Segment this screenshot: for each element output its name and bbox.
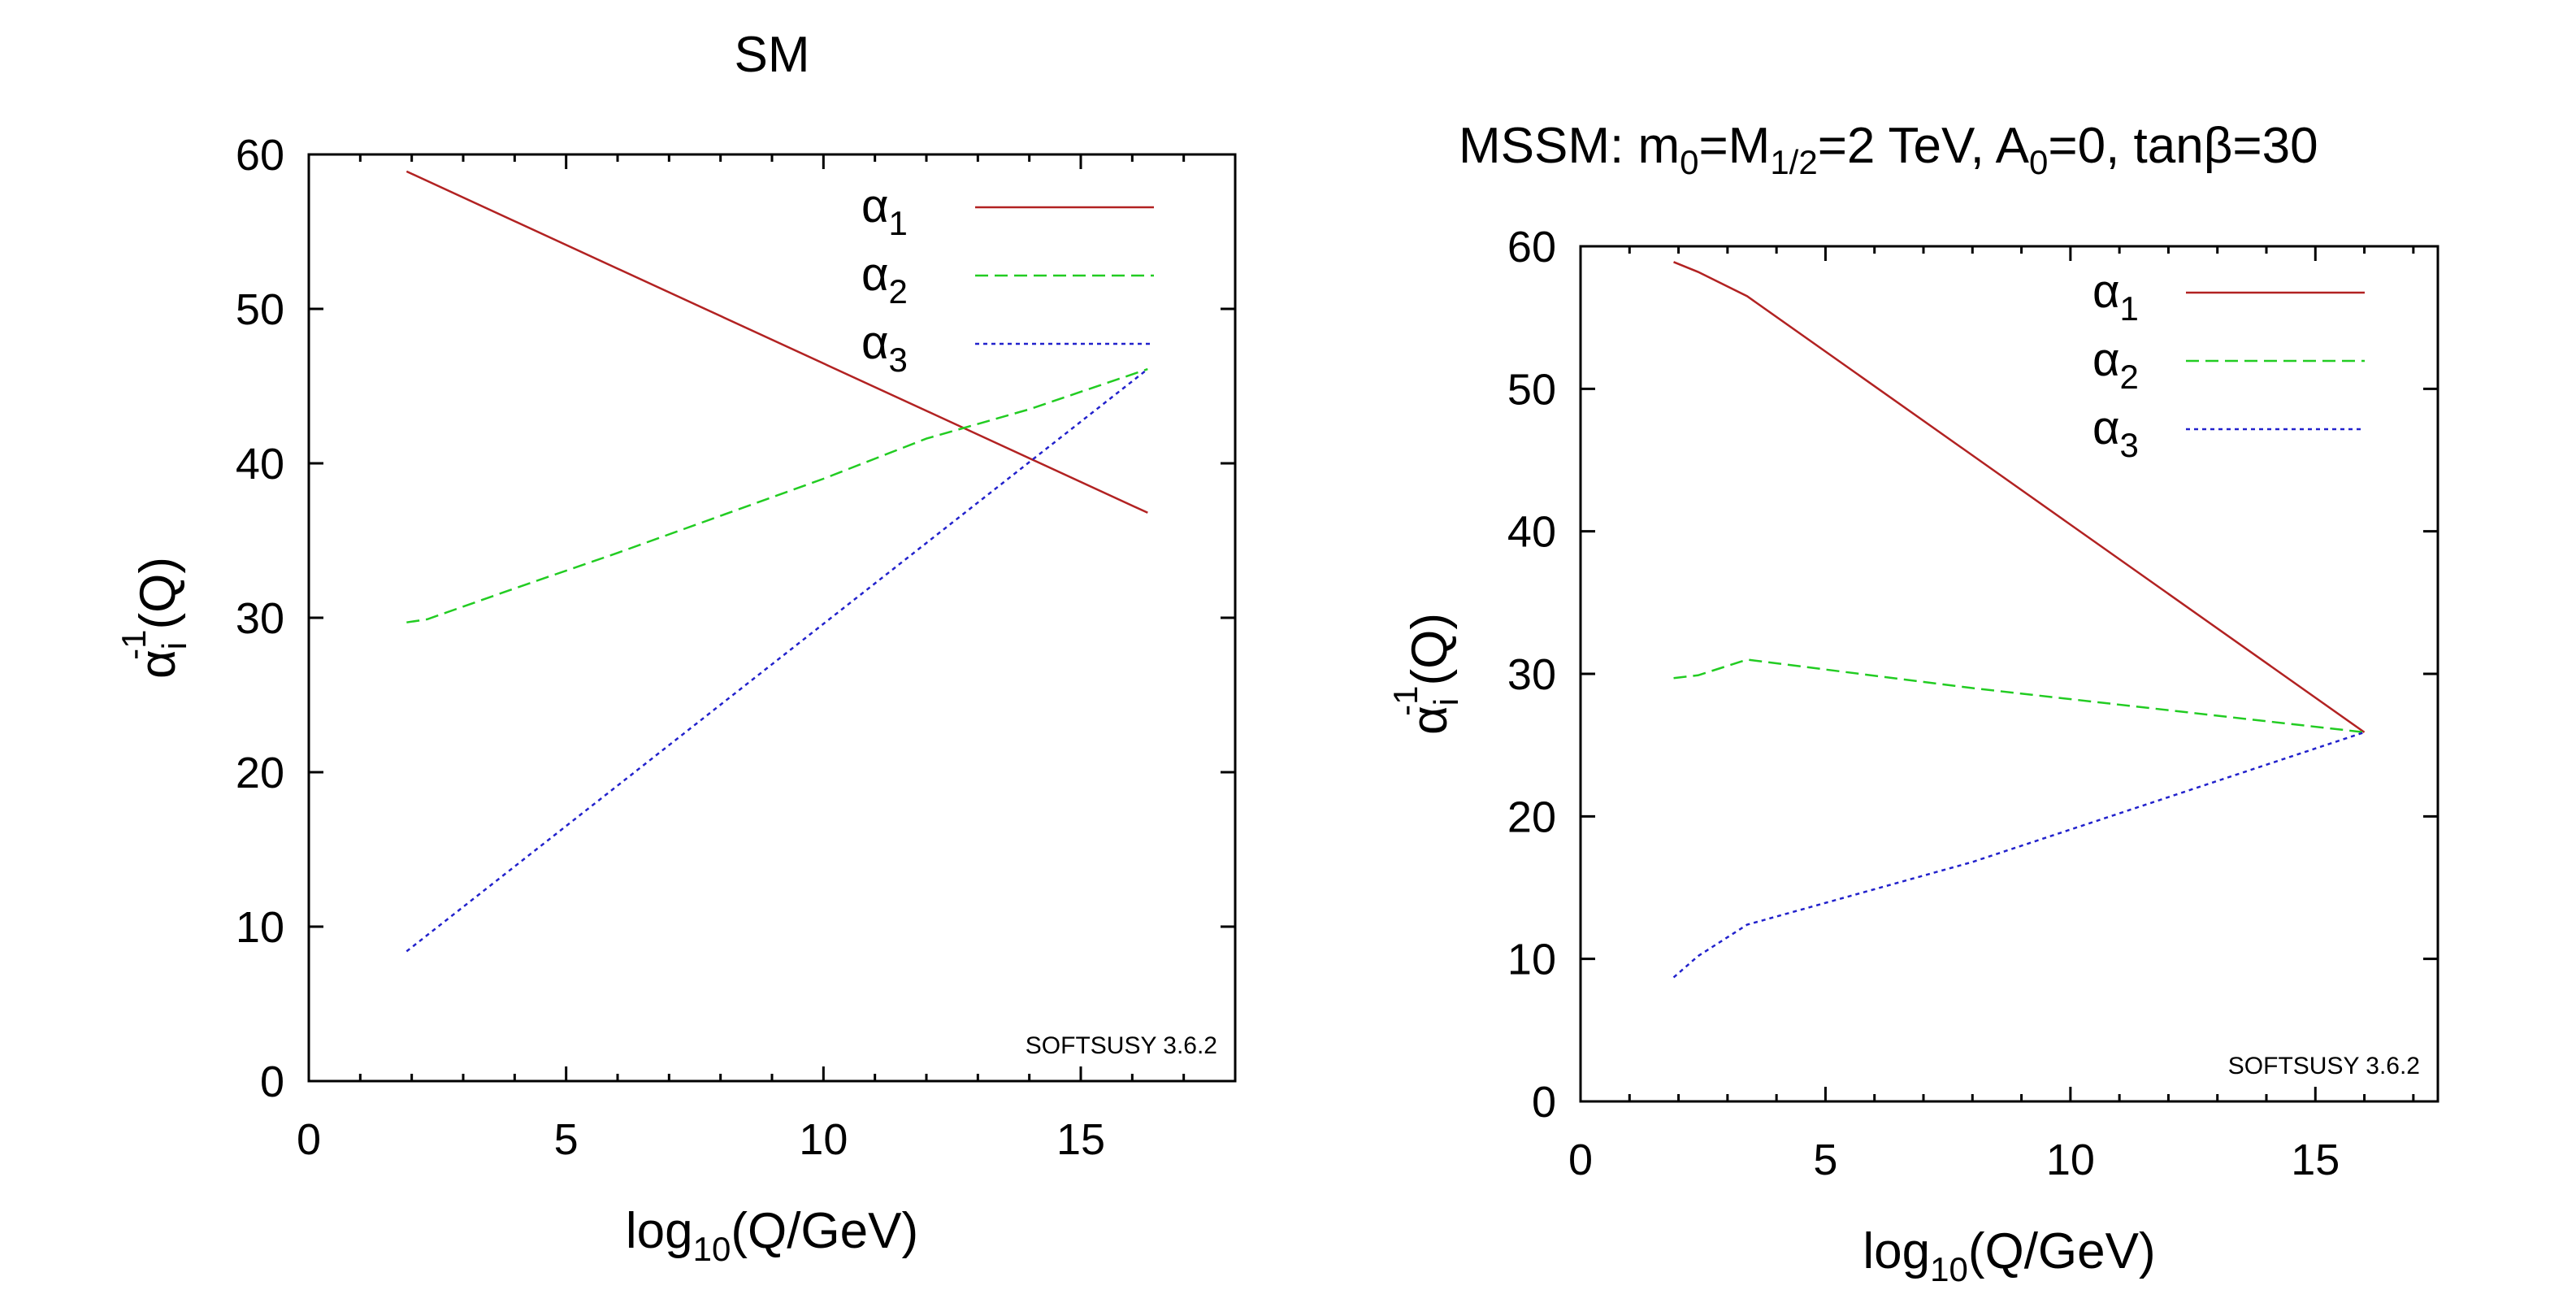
legend-label-main: α [861, 248, 889, 301]
y-axis-label-sub: i [1427, 698, 1465, 706]
title-sub: 0 [1680, 143, 1698, 181]
title-part: =2 TeV, A [1818, 118, 2030, 174]
x-axis-label-main: log [626, 1203, 693, 1259]
y-tick-label: 0 [260, 1058, 284, 1106]
x-tick-label: 5 [554, 1115, 579, 1164]
y-tick-label: 30 [236, 594, 284, 643]
y-axis-label-rest: (Q) [130, 557, 186, 630]
legend-label-main: α [861, 180, 889, 232]
y-tick-label: 20 [236, 749, 284, 797]
title-sub: 0 [2029, 143, 2048, 181]
series-line-2 [1673, 658, 2365, 734]
plot-frame [1579, 245, 2439, 1103]
title-part: MSSM: m [1459, 118, 1680, 174]
chart-title: MSSM: m0=M1/2=2 TeV, A0=0, tanβ=30 [1459, 118, 2318, 181]
x-axis-label: log10(Q/GeV) [626, 1203, 918, 1268]
y-axis-label-main: α [130, 649, 186, 679]
x-tick-label: 15 [1056, 1115, 1105, 1164]
y-tick-label: 40 [1507, 508, 1556, 557]
legend-label-main: α [2092, 265, 2120, 318]
y-axis-label-sup: -1 [1386, 685, 1425, 715]
plot-frame [307, 153, 1237, 1083]
legend-label-main: α [2092, 333, 2120, 386]
x-axis-label: log10(Q/GeV) [1863, 1223, 2155, 1288]
title-part: =0, tanβ=30 [2048, 118, 2318, 174]
legend-label-2: α2 [2092, 333, 2139, 396]
legend-label-sub: 1 [889, 204, 908, 242]
x-tick-label: 0 [297, 1115, 321, 1164]
legend-label-main: α [2092, 402, 2120, 454]
legend-label-sub: 2 [2120, 358, 2139, 396]
y-tick-label: 20 [1507, 793, 1556, 841]
y-tick-label: 50 [236, 285, 284, 334]
y-tick-label: 10 [1507, 936, 1556, 984]
y-axis-label-rest: (Q) [1402, 613, 1458, 686]
legend-label-sub: 3 [2120, 426, 2139, 464]
y-tick-label: 60 [1507, 223, 1556, 271]
x-axis-label-rest: (Q/GeV) [731, 1203, 918, 1259]
y-tick-label: 40 [236, 440, 284, 489]
title-sub: 1/2 [1770, 143, 1817, 181]
x-tick-label: 10 [2046, 1136, 2095, 1184]
y-axis-label: αi-1(Q) [115, 557, 193, 679]
x-axis-label-sub: 10 [1930, 1250, 1968, 1288]
series-line-2 [406, 367, 1148, 623]
y-tick-label: 60 [236, 131, 284, 180]
chart-title: SM [735, 27, 810, 83]
x-tick-label: 15 [2291, 1136, 2340, 1184]
y-axis-label-sup: -1 [115, 629, 153, 659]
y-tick-label: 10 [236, 903, 284, 952]
legend-label-1: α1 [861, 180, 908, 242]
title-part: =M [1698, 118, 1770, 174]
x-axis-label-main: log [1863, 1223, 1930, 1279]
y-axis-label-sub: i [155, 642, 193, 649]
x-tick-label: 10 [799, 1115, 848, 1164]
series-line-1 [1673, 261, 2366, 733]
x-tick-label: 0 [1568, 1136, 1593, 1184]
legend-label-3: α3 [861, 316, 908, 379]
y-tick-label: 30 [1507, 650, 1556, 699]
series-line-3 [405, 368, 1149, 953]
x-axis-label-rest: (Q/GeV) [1968, 1223, 2156, 1279]
legend-label-1: α1 [2092, 265, 2139, 328]
legend-label-sub: 2 [889, 272, 908, 311]
x-axis-label-sub: 10 [693, 1230, 731, 1268]
series-line-1 [405, 170, 1148, 514]
legend-label-3: α3 [2092, 402, 2139, 464]
y-tick-label: 50 [1507, 365, 1556, 414]
y-axis-label-main: α [1402, 706, 1458, 735]
y-tick-label: 0 [1532, 1078, 1556, 1127]
y-axis-label: αi-1(Q) [1386, 613, 1465, 735]
legend-label-sub: 3 [889, 341, 908, 379]
watermark-label: SOFTSUSY 3.6.2 [1026, 1032, 1217, 1059]
x-tick-label: 5 [1813, 1136, 1837, 1184]
legend-label-sub: 1 [2120, 289, 2139, 328]
watermark-label: SOFTSUSY 3.6.2 [2228, 1053, 2420, 1079]
legend-label-main: α [861, 316, 889, 369]
legend-label-2: α2 [861, 248, 908, 311]
series-line-3 [1672, 731, 2365, 979]
